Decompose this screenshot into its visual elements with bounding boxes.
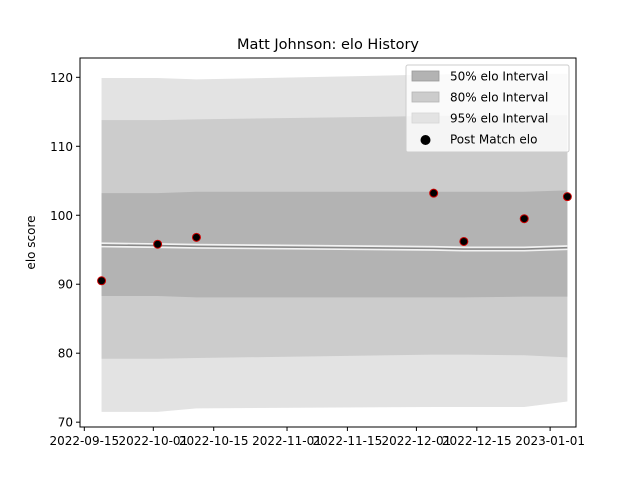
plot-frame: [79, 57, 577, 428]
legend-label: 95% elo Interval: [450, 112, 548, 126]
y-tick-label: 70: [58, 416, 73, 430]
post-match-point: [153, 239, 163, 249]
y-tick-label: 90: [58, 278, 73, 292]
y-tick-label: 100: [50, 209, 73, 223]
legend-box: [405, 64, 570, 153]
post-match-point: [429, 188, 439, 198]
x-tick-label: 2022-09-15: [49, 434, 119, 448]
x-tick-label: 2022-11-01: [252, 434, 322, 448]
post-match-point: [459, 236, 469, 246]
x-tick-label: 2022-12-15: [442, 434, 512, 448]
y-tick-label: 120: [50, 71, 73, 85]
y-tick-label: 80: [58, 347, 73, 361]
post-match-point: [97, 276, 107, 286]
post-match-point: [519, 214, 529, 224]
legend-swatch-95: [411, 112, 440, 124]
x-tick-label: 2022-10-01: [118, 434, 188, 448]
legend-swatch-50: [411, 70, 440, 82]
y-tick-label: 110: [50, 140, 73, 154]
post-match-point: [562, 192, 572, 202]
x-tick-label: 2023-01-01: [515, 434, 585, 448]
post-match-points: [97, 188, 572, 286]
y-axis: 70 80 90 100 110 120: [50, 71, 80, 430]
x-tick-label: 2022-11-15: [313, 434, 383, 448]
legend-label: Post Match elo: [450, 133, 537, 147]
legend-label: 50% elo Interval: [450, 70, 548, 84]
legend-swatch-80: [411, 91, 440, 103]
x-tick-label: 2022-10-15: [179, 434, 249, 448]
band-50-percent: [101, 190, 568, 298]
x-tick-label: 2022-12-01: [382, 434, 452, 448]
legend-marker-post-match: [420, 135, 431, 145]
interval-bands: [101, 73, 568, 412]
legend: 50% elo Interval 80% elo Interval 95% elo …: [405, 64, 570, 153]
y-axis-label: elo score: [24, 215, 38, 269]
legend-label: 80% elo Interval: [450, 91, 548, 105]
post-match-point: [191, 232, 201, 242]
chart-title: Matt Johnson: elo History: [237, 37, 419, 53]
